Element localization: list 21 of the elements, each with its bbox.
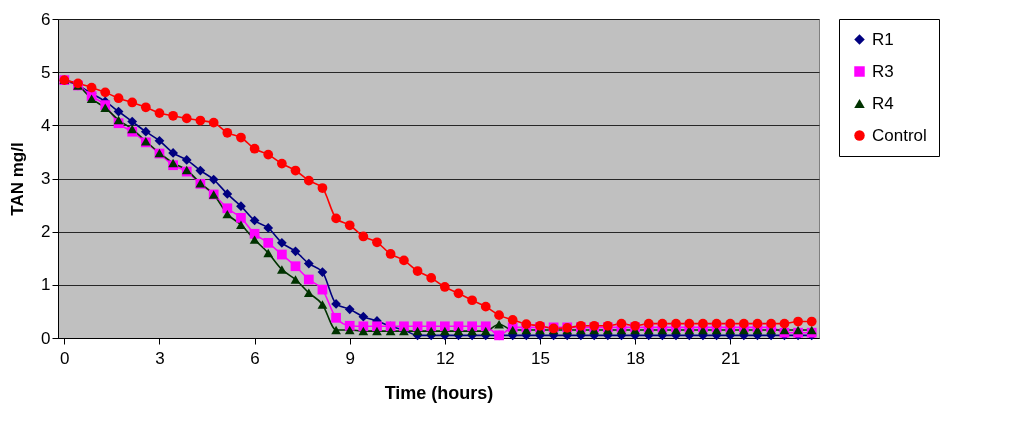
legend-label: R3	[872, 61, 894, 81]
y-tick-label: 3	[41, 169, 51, 188]
legend-label: R1	[872, 29, 894, 49]
x-tick-label: 18	[626, 348, 646, 368]
x-tick-label: 15	[531, 348, 550, 368]
y-tick-label: 6	[41, 9, 51, 29]
y-tick-label: 5	[41, 62, 51, 82]
y-tick-label: 4	[41, 115, 51, 135]
legend-label: Control	[872, 125, 927, 145]
y-tick-label: 0	[41, 328, 51, 348]
x-tick-label: 0	[60, 348, 70, 368]
x-tick-label: 12	[435, 348, 455, 368]
x-axis-title: Time (hours)	[384, 382, 494, 403]
x-tick-label: 9	[345, 348, 355, 368]
y-tick-label: 1	[41, 275, 51, 295]
legend-label: R4	[872, 93, 894, 113]
x-tick-label: 3	[155, 348, 165, 368]
x-tick-label: 21	[721, 348, 741, 368]
y-tick-label: 2	[41, 222, 51, 242]
y-axis-title: TAN mg/l	[8, 142, 28, 216]
x-tick-label: 6	[250, 348, 260, 368]
